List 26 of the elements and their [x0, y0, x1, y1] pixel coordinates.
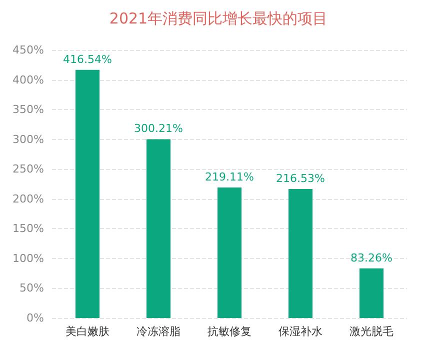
- y-tick-label: 0%: [26, 312, 44, 324]
- y-tick-label: 400%: [12, 73, 44, 86]
- bar: [288, 189, 312, 318]
- data-label: 216.53%: [276, 172, 325, 186]
- y-tick-label: 450%: [12, 44, 44, 56]
- bar: [360, 268, 384, 318]
- data-label: 416.54%: [63, 52, 112, 66]
- bar: [218, 188, 242, 318]
- y-tick-label: 50%: [20, 282, 44, 295]
- bar: [146, 139, 170, 318]
- x-tick-label: 美白嫩肤: [66, 325, 110, 338]
- y-tick-label: 350%: [12, 103, 44, 116]
- x-tick-label: 抗敏修复: [208, 325, 252, 338]
- x-tick-label: 保湿补水: [278, 325, 322, 338]
- y-tick-label: 200%: [12, 192, 44, 206]
- y-tick-label: 100%: [12, 252, 44, 265]
- data-label: 83.26%: [350, 251, 392, 264]
- bar: [76, 70, 100, 318]
- data-label: 219.11%: [205, 170, 254, 184]
- x-tick-label: 激光脱毛: [350, 325, 394, 338]
- y-tick-label: 150%: [12, 222, 44, 236]
- data-label: 300.21%: [134, 122, 183, 136]
- x-tick-label: 冷冻溶脂: [136, 325, 180, 338]
- chart-title: 2021年消费同比增长最快的项目: [109, 10, 328, 28]
- y-tick-label: 250%: [12, 162, 44, 176]
- y-tick-label: 300%: [12, 132, 44, 146]
